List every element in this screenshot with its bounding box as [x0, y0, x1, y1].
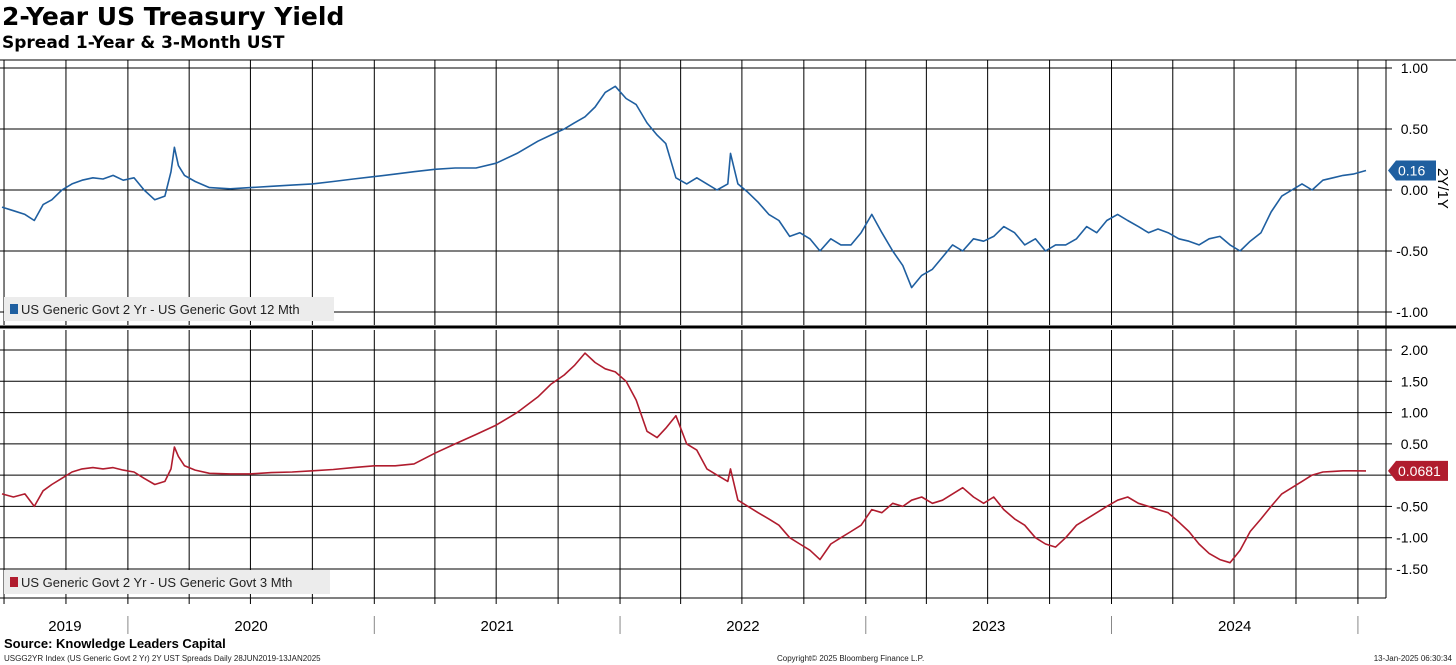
legend-label: US Generic Govt 2 Yr - US Generic Govt 3… [21, 575, 292, 590]
legend-swatch [10, 577, 18, 587]
copyright-note: Copyright© 2025 Bloomberg Finance L.P. [777, 654, 925, 663]
y-tick-label: 0.50 [1401, 436, 1428, 452]
y-tick-label: -0.50 [1396, 498, 1428, 514]
legend-box [4, 297, 334, 321]
chart-title: 2-Year US Treasury Yield [2, 2, 345, 31]
last-value-badge [1388, 460, 1448, 481]
x-tick-label: 2024 [1218, 618, 1251, 635]
x-tick-label: 2020 [234, 618, 267, 635]
y-tick-label: -0.50 [1396, 243, 1428, 259]
legend-box [4, 570, 330, 594]
legend-label: US Generic Govt 2 Yr - US Generic Govt 1… [21, 302, 300, 317]
y-tick-label: -1.50 [1396, 561, 1428, 577]
last-value-label: 0.16 [1398, 162, 1425, 178]
x-tick-label: 2022 [726, 618, 759, 635]
y-tick-label: 0.50 [1401, 121, 1428, 137]
series-line-2y-12m [1, 85, 1367, 289]
y-tick-label: 1.00 [1401, 405, 1428, 421]
source-note: Source: Knowledge Leaders Capital [4, 636, 226, 651]
y-tick-label: -1.00 [1396, 304, 1428, 320]
top-y-axis: 1.00 0.50 0.00 -0.50 -1.00 0.16 2Y/1Y [1386, 60, 1451, 320]
y-tick-label: -1.00 [1396, 530, 1428, 546]
y-tick-label: 2.00 [1401, 342, 1428, 358]
y-tick-label: 1.00 [1401, 60, 1428, 76]
x-tick-label: 2021 [480, 618, 513, 635]
timestamp: 13-Jan-2025 06:30:34 [1373, 654, 1452, 663]
index-description: USGG2YR Index (US Generic Govt 2 Yr) 2Y … [4, 654, 321, 663]
y-axis-title: 2Y/1Y [1434, 168, 1451, 209]
y-tick-label: 1.50 [1401, 373, 1428, 389]
top-panel-grid [0, 60, 1386, 325]
bottom-panel-series [1, 352, 1367, 564]
last-value-badge [1388, 160, 1436, 181]
y-tick-label: 0.00 [1401, 182, 1428, 198]
x-tick-label: 2019 [48, 618, 81, 635]
bottom-panel-grid [0, 330, 1386, 598]
x-axis: 2019 2020 2021 2022 2023 2024 [3, 598, 1359, 635]
bottom-y-axis: 2.00 1.50 1.00 0.50 -0.50 -1.00 -1.50 0.0681 [1386, 342, 1448, 577]
legends: US Generic Govt 2 Yr - US Generic Govt 1… [4, 297, 334, 594]
panel-frames [0, 59, 1456, 599]
last-value-label: 0.0681 [1398, 463, 1441, 479]
top-panel-series [1, 85, 1367, 289]
series-line-2y-3m [1, 352, 1367, 564]
x-tick-label: 2023 [972, 618, 1005, 635]
chart-subtitle: Spread 1-Year & 3-Month UST [2, 33, 285, 53]
legend-swatch [10, 304, 18, 314]
